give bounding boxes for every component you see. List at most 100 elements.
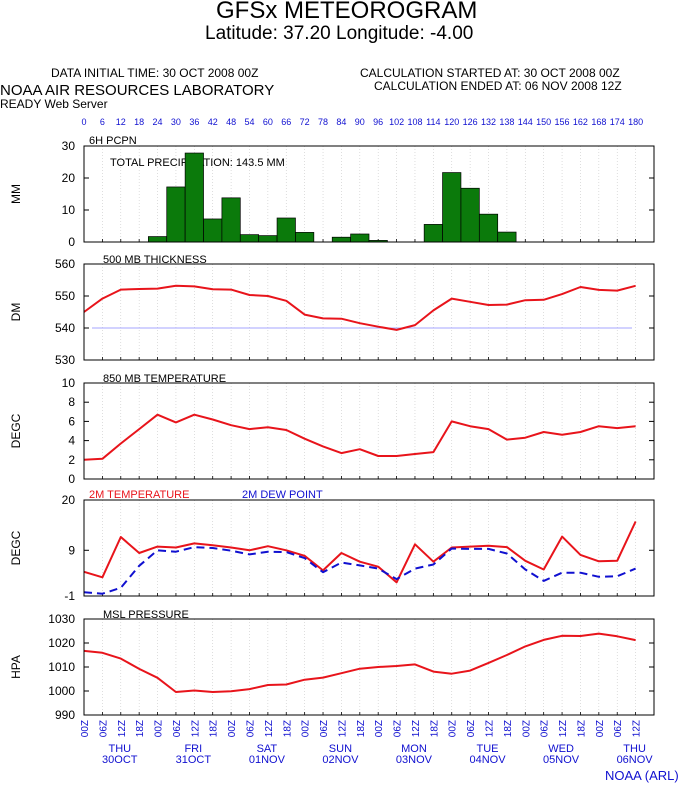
precip-bar	[203, 218, 223, 243]
series-line	[83, 413, 636, 461]
panel-frame	[83, 145, 655, 243]
top-tick-label: 180	[628, 117, 643, 127]
panel-title: 6H PCPN	[89, 135, 137, 147]
top-tick-label: 144	[518, 117, 533, 127]
top-tick-label: 6	[100, 117, 105, 127]
y-tick-label: 530	[55, 353, 75, 367]
date-label: 03NOV	[396, 754, 433, 766]
precip-bar	[148, 236, 168, 243]
y-axis-label: DM	[9, 303, 23, 322]
y-tick-label: 20	[62, 493, 76, 507]
panel-title: 850 MB TEMPERATURE	[103, 373, 226, 385]
top-tick-label: 132	[481, 117, 496, 127]
server-name: READY Web Server	[0, 97, 108, 111]
y-tick-label: 9	[68, 543, 75, 557]
precip-bar	[184, 152, 204, 243]
day-label: THU	[108, 743, 131, 755]
day-label: WED	[548, 743, 574, 755]
date-label: 01NOV	[249, 754, 286, 766]
precip-bar	[239, 234, 260, 243]
bottom-tick-label: 00Z	[595, 720, 606, 737]
top-tick-label: 84	[336, 117, 346, 127]
bottom-tick-label: 00Z	[521, 720, 532, 737]
bottom-tick-label: 18Z	[209, 720, 220, 737]
series-line	[83, 632, 636, 693]
y-tick-label: 0	[68, 235, 75, 249]
top-tick-label: 36	[189, 117, 199, 127]
top-tick-label: 72	[300, 117, 310, 127]
precip-bar	[497, 231, 517, 243]
y-tick-label: 8	[68, 395, 75, 409]
date-label: 02NOV	[322, 754, 359, 766]
bottom-tick-label: 06Z	[319, 720, 330, 737]
top-tick-label: 150	[536, 117, 551, 127]
precip-bar	[221, 197, 241, 243]
data-initial-time: DATA INITIAL TIME: 30 OCT 2008 00Z	[51, 66, 259, 80]
y-tick-label: 10	[62, 203, 76, 217]
top-tick-label: 90	[355, 117, 365, 127]
day-label: FRI	[184, 743, 202, 755]
bottom-tick-label: 12Z	[190, 720, 201, 737]
y-axis-label: DEGC	[9, 530, 23, 565]
bottom-tick-label: 18Z	[503, 720, 514, 737]
top-tick-label: 54	[244, 117, 254, 127]
precip-bar	[258, 235, 278, 243]
day-label: SAT	[257, 743, 278, 755]
footer-credit: NOAA (ARL)	[605, 768, 679, 783]
y-tick-label: 1020	[48, 636, 75, 650]
bottom-tick-label: 00Z	[227, 720, 238, 737]
bottom-tick-label: 00Z	[448, 720, 459, 737]
precip-bar	[350, 233, 370, 243]
y-tick-label: 540	[55, 321, 75, 335]
bottom-tick-label: 06Z	[540, 720, 551, 737]
precip-bar	[423, 224, 443, 243]
date-label: 06NOV	[617, 754, 654, 766]
page-subtitle: Latitude: 37.20 Longitude: -4.00	[205, 23, 474, 44]
bottom-tick-label: 18Z	[429, 720, 440, 737]
bottom-tick-label: 12Z	[337, 720, 348, 737]
precip-bar	[442, 172, 462, 243]
bottom-tick-label: 06Z	[393, 720, 404, 737]
page-title: GFSx METEOROGRAM	[216, 0, 478, 24]
bottom-tick-label: 06Z	[245, 720, 256, 737]
bottom-tick-label: 18Z	[576, 720, 587, 737]
y-tick-label: 560	[55, 257, 75, 271]
y-tick-label: 10	[62, 376, 76, 390]
y-tick-label: 1030	[48, 612, 75, 626]
day-label: TUE	[477, 743, 499, 755]
date-label: 31OCT	[176, 754, 212, 766]
bottom-tick-label: 12Z	[485, 720, 496, 737]
precip-bar	[166, 186, 186, 243]
panel-title: MSL PRESSURE	[103, 609, 189, 621]
bottom-tick-label: 12Z	[632, 720, 643, 737]
panel-frame	[83, 263, 655, 361]
bottom-tick-label: 06Z	[466, 720, 477, 737]
top-tick-label: 66	[281, 117, 291, 127]
y-tick-label: 1000	[48, 684, 75, 698]
y-tick-label: 2	[68, 453, 75, 467]
top-tick-label: 102	[389, 117, 404, 127]
y-tick-label: -1	[64, 589, 75, 603]
bottom-tick-label: 12Z	[411, 720, 422, 737]
y-tick-label: 4	[68, 434, 75, 448]
y-tick-label: 550	[55, 289, 75, 303]
y-axis-label: HPA	[9, 655, 23, 679]
panel-title: 2M TEMPERATURE	[89, 489, 189, 501]
y-axis-label: DEGC	[9, 413, 23, 448]
bottom-tick-label: 06Z	[613, 720, 624, 737]
precip-bar	[460, 187, 480, 243]
top-tick-label: 12	[116, 117, 126, 127]
top-tick-label: 0	[81, 117, 86, 127]
date-label: 05NOV	[543, 754, 580, 766]
top-tick-label: 174	[610, 117, 625, 127]
bottom-tick-label: 12Z	[264, 720, 275, 737]
top-tick-label: 156	[555, 117, 570, 127]
y-tick-label: 20	[62, 171, 76, 185]
bottom-tick-label: 00Z	[154, 720, 165, 737]
top-tick-label: 60	[263, 117, 273, 127]
top-tick-label: 120	[444, 117, 459, 127]
panel-title-secondary: 2M DEW POINT	[242, 489, 323, 501]
date-label: 30OCT	[102, 754, 138, 766]
panel-frame	[83, 499, 655, 597]
